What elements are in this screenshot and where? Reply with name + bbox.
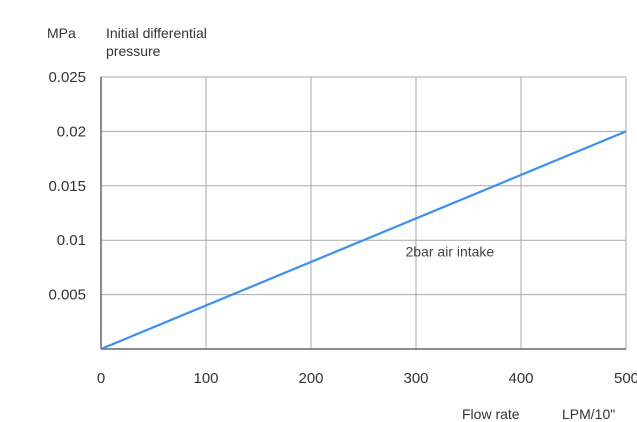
x-tick-label-0: 0	[97, 370, 105, 387]
y-tick-label-0.015: 0.015	[48, 178, 86, 195]
x-tick-label-100: 100	[193, 370, 218, 387]
y-tick-label-0.025: 0.025	[48, 69, 86, 86]
y-tick-label-0.02: 0.02	[57, 123, 86, 140]
y-tick-label-0.01: 0.01	[57, 232, 86, 249]
x-tick-labels: 0 100 200 300 400 500	[97, 370, 637, 387]
y-unit-label: MPa	[47, 25, 76, 41]
series-line-0	[100, 130, 627, 351]
x-tick-label-300: 300	[403, 370, 428, 387]
y-tick-label-0.005: 0.005	[48, 287, 86, 304]
y-axis-label-line-1: Initial differential	[106, 25, 207, 41]
x-unit-label: LPM/10"	[562, 406, 615, 422]
annotation-2bar-air-intake: 2bar air intake	[406, 244, 495, 260]
x-tick-label-200: 200	[298, 370, 323, 387]
x-axis-label: Flow rate	[462, 406, 520, 422]
grid	[100, 76, 627, 350]
y-axis-label-line-2: pressure	[106, 43, 161, 59]
y-tick-labels: 0.005 0.01 0.015 0.02 0.025	[48, 69, 86, 304]
series-layer	[100, 130, 627, 351]
x-tick-label-400: 400	[508, 370, 533, 387]
x-tick-label-500: 500	[614, 370, 637, 387]
